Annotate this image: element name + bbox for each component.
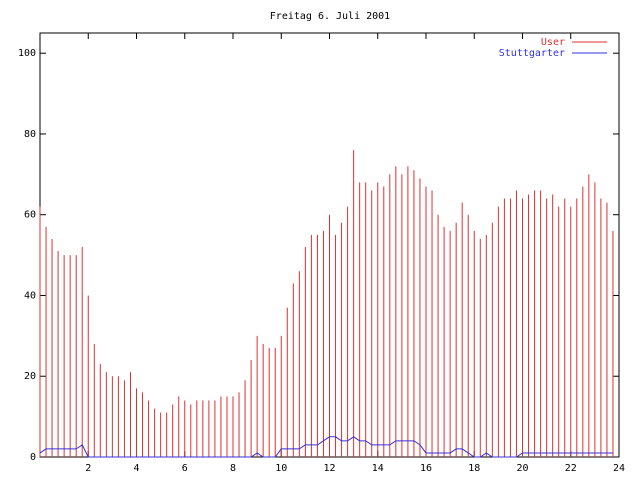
series-line: [39, 436, 613, 458]
y-tick-label: 80: [24, 129, 36, 140]
x-tick-label: 18: [468, 463, 480, 474]
x-tick-label: 4: [133, 463, 139, 474]
x-tick-label: 22: [565, 463, 577, 474]
x-tick-label: 8: [230, 463, 236, 474]
x-tick-label: 10: [275, 463, 287, 474]
chart-title: Freitag 6. Juli 2001: [270, 11, 390, 22]
x-tick-label: 2: [85, 463, 91, 474]
x-tick-label: 16: [420, 463, 432, 474]
x-tick-label: 12: [323, 463, 335, 474]
legend-label: Stuttgarter: [499, 48, 565, 59]
x-tick-label: 6: [182, 463, 188, 474]
y-tick-label: 100: [18, 48, 36, 59]
y-tick-label: 20: [24, 371, 36, 382]
x-tick-label: 24: [613, 463, 625, 474]
x-tick-label: 20: [516, 463, 528, 474]
x-tick-label: 14: [372, 463, 384, 474]
y-tick-label: 0: [30, 452, 36, 463]
y-tick-label: 60: [24, 210, 36, 221]
legend-label: User: [541, 37, 565, 48]
y-tick-label: 40: [24, 290, 36, 301]
